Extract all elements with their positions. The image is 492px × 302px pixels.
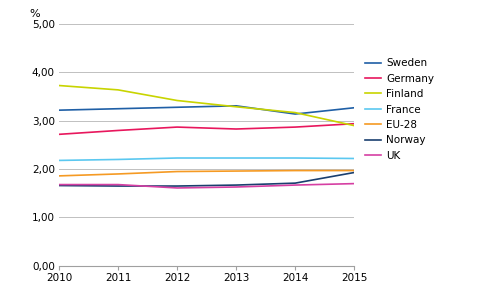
Finland	[292, 111, 298, 114]
Sweden	[174, 105, 180, 109]
France	[115, 158, 121, 161]
EU-28	[115, 172, 121, 176]
UK	[115, 183, 121, 186]
UK	[174, 186, 180, 190]
Finland	[56, 84, 62, 87]
Norway	[351, 171, 357, 174]
UK	[233, 185, 239, 189]
EU-28	[174, 170, 180, 173]
France	[56, 159, 62, 162]
EU-28	[292, 169, 298, 172]
Line: EU-28: EU-28	[59, 171, 354, 176]
Sweden	[351, 106, 357, 110]
Germany	[115, 129, 121, 132]
Sweden	[292, 112, 298, 116]
EU-28	[233, 169, 239, 173]
Line: France: France	[59, 158, 354, 160]
France	[351, 157, 357, 160]
Line: UK: UK	[59, 184, 354, 188]
Germany	[56, 133, 62, 136]
France	[174, 156, 180, 160]
UK	[56, 183, 62, 186]
Finland	[233, 105, 239, 109]
Legend: Sweden, Germany, Finland, France, EU-28, Norway, UK: Sweden, Germany, Finland, France, EU-28,…	[366, 58, 434, 161]
Line: Finland: Finland	[59, 85, 354, 126]
Sweden	[233, 104, 239, 108]
Sweden	[56, 108, 62, 112]
Sweden	[115, 107, 121, 111]
Norway	[115, 184, 121, 188]
EU-28	[351, 169, 357, 172]
Line: Germany: Germany	[59, 124, 354, 134]
Line: Sweden: Sweden	[59, 106, 354, 114]
Germany	[292, 125, 298, 129]
Germany	[233, 127, 239, 131]
Finland	[351, 124, 357, 127]
Text: %: %	[30, 9, 40, 19]
Finland	[115, 88, 121, 92]
Norway	[292, 181, 298, 185]
EU-28	[56, 174, 62, 178]
France	[233, 156, 239, 160]
Norway	[174, 184, 180, 188]
UK	[351, 182, 357, 185]
Norway	[233, 183, 239, 187]
France	[292, 156, 298, 160]
UK	[292, 183, 298, 187]
Germany	[174, 125, 180, 129]
Finland	[174, 99, 180, 102]
Germany	[351, 122, 357, 126]
Line: Norway: Norway	[59, 172, 354, 186]
Norway	[56, 184, 62, 187]
